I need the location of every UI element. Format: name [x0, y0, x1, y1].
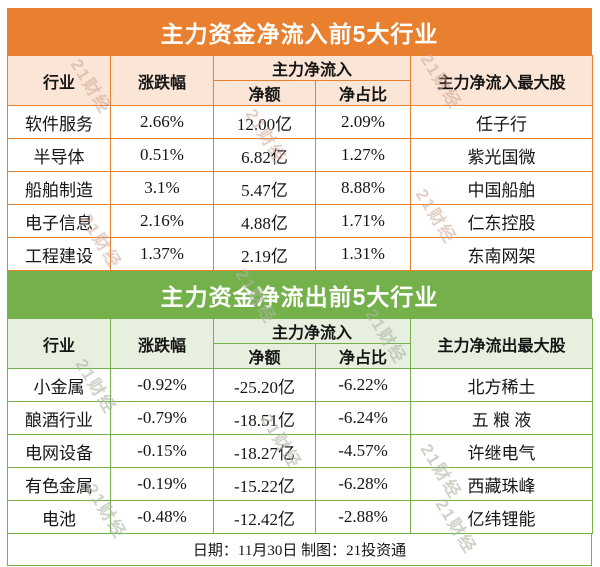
table-row: 酿酒行业 -0.79% -18.51亿 -6.24% 五 粮 液 [7, 401, 594, 435]
col-header-industry: 行业 [7, 55, 111, 106]
col-header-flow-group: 主力净流入 [212, 55, 412, 81]
col-header-flow-group: 主力净流入 [212, 318, 412, 344]
col-header-net-ratio: 净占比 [314, 343, 412, 369]
cell-industry: 电子信息 [7, 204, 111, 238]
table-row: 软件服务 2.66% 12.00亿 2.09% 任子行 [7, 105, 594, 139]
cell-change: -0.48% [110, 500, 214, 534]
cell-change: -0.92% [110, 368, 214, 402]
inflow-title: 主力资金净流入前5大行业 [160, 20, 439, 47]
cell-change: 1.37% [110, 237, 214, 271]
cell-net-amount: -18.51亿 [213, 401, 316, 435]
cell-net-ratio: -6.28% [314, 467, 412, 501]
infographic-card: 主力资金净流入前5大行业 行业 涨跌幅 主力净流入 主力净流入最大股 净额 净占… [7, 8, 594, 566]
table-row: 电网设备 -0.15% -18.27亿 -4.57% 许继电气 [7, 434, 594, 468]
cell-net-amount: 12.00亿 [213, 105, 316, 139]
cell-net-ratio: 2.09% [314, 105, 412, 139]
cell-net-ratio: 1.27% [314, 138, 412, 172]
outflow-banner: 主力资金净流出前5大行业 [7, 271, 592, 318]
cell-industry: 有色金属 [7, 467, 111, 501]
cell-change: -0.15% [110, 434, 214, 468]
cell-industry: 酿酒行业 [7, 401, 111, 435]
cell-industry: 半导体 [7, 138, 111, 172]
cell-top-stock: 紫光国微 [410, 138, 594, 172]
inflow-header-row-1: 行业 涨跌幅 主力净流入 主力净流入最大股 [7, 55, 594, 106]
col-header-top-stock: 主力净流入最大股 [410, 55, 594, 106]
outflow-header-row-1: 行业 涨跌幅 主力净流入 主力净流出最大股 [7, 318, 594, 369]
col-header-change: 涨跌幅 [110, 318, 214, 369]
cell-top-stock: 五 粮 液 [410, 401, 594, 435]
cell-net-amount: 2.19亿 [213, 237, 316, 271]
col-header-change: 涨跌幅 [110, 55, 214, 106]
cell-top-stock: 北方稀土 [410, 368, 594, 402]
cell-change: 0.51% [110, 138, 214, 172]
cell-net-amount: -25.20亿 [213, 368, 316, 402]
cell-net-amount: 6.82亿 [213, 138, 316, 172]
outflow-title: 主力资金净流出前5大行业 [160, 283, 439, 310]
col-header-net-amount: 净额 [213, 343, 316, 369]
cell-net-amount: 5.47亿 [213, 171, 316, 205]
cell-change: 3.1% [110, 171, 214, 205]
cell-net-ratio: -2.88% [314, 500, 412, 534]
cell-industry: 电池 [7, 500, 111, 534]
cell-net-amount: -18.27亿 [213, 434, 316, 468]
cell-top-stock: 东南网架 [410, 237, 594, 271]
cell-net-amount: -12.42亿 [213, 500, 316, 534]
inflow-table: 行业 涨跌幅 主力净流入 主力净流入最大股 净额 净占比 软件服务 2.66% … [7, 55, 594, 271]
table-row: 工程建设 1.37% 2.19亿 1.31% 东南网架 [7, 237, 594, 271]
col-header-industry: 行业 [7, 318, 111, 369]
table-row: 船舶制造 3.1% 5.47亿 8.88% 中国船舶 [7, 171, 594, 205]
cell-net-ratio: -4.57% [314, 434, 412, 468]
cell-net-amount: -15.22亿 [213, 467, 316, 501]
col-header-net-ratio: 净占比 [314, 80, 412, 106]
source-footer: 日期：11月30日 制图：21投资通 [7, 534, 592, 566]
cell-net-ratio: -6.22% [314, 368, 412, 402]
col-header-top-stock: 主力净流出最大股 [410, 318, 594, 369]
cell-net-ratio: 1.31% [314, 237, 412, 271]
cell-industry: 工程建设 [7, 237, 111, 271]
cell-change: -0.79% [110, 401, 214, 435]
cell-top-stock: 西藏珠峰 [410, 467, 594, 501]
inflow-banner: 主力资金净流入前5大行业 [7, 8, 592, 55]
cell-top-stock: 亿纬锂能 [410, 500, 594, 534]
table-row: 电子信息 2.16% 4.88亿 1.71% 仁东控股 [7, 204, 594, 238]
cell-net-amount: 4.88亿 [213, 204, 316, 238]
cell-change: 2.16% [110, 204, 214, 238]
table-row: 有色金属 -0.19% -15.22亿 -6.28% 西藏珠峰 [7, 467, 594, 501]
cell-industry: 电网设备 [7, 434, 111, 468]
table-row: 电池 -0.48% -12.42亿 -2.88% 亿纬锂能 [7, 500, 594, 534]
col-header-net-amount: 净额 [213, 80, 316, 106]
cell-top-stock: 任子行 [410, 105, 594, 139]
cell-net-ratio: 8.88% [314, 171, 412, 205]
cell-top-stock: 中国船舶 [410, 171, 594, 205]
cell-change: -0.19% [110, 467, 214, 501]
cell-industry: 软件服务 [7, 105, 111, 139]
cell-net-ratio: -6.24% [314, 401, 412, 435]
cell-change: 2.66% [110, 105, 214, 139]
footer-text: 日期：11月30日 制图：21投资通 [192, 543, 407, 559]
cell-top-stock: 仁东控股 [410, 204, 594, 238]
cell-industry: 小金属 [7, 368, 111, 402]
inflow-header-row-2: 净额 净占比 [8, 80, 593, 106]
cell-top-stock: 许继电气 [410, 434, 594, 468]
cell-net-ratio: 1.71% [314, 204, 412, 238]
cell-industry: 船舶制造 [7, 171, 111, 205]
table-row: 小金属 -0.92% -25.20亿 -6.22% 北方稀土 [7, 368, 594, 402]
outflow-table: 行业 涨跌幅 主力净流入 主力净流出最大股 净额 净占比 小金属 -0.92% … [7, 318, 594, 534]
table-row: 半导体 0.51% 6.82亿 1.27% 紫光国微 [7, 138, 594, 172]
